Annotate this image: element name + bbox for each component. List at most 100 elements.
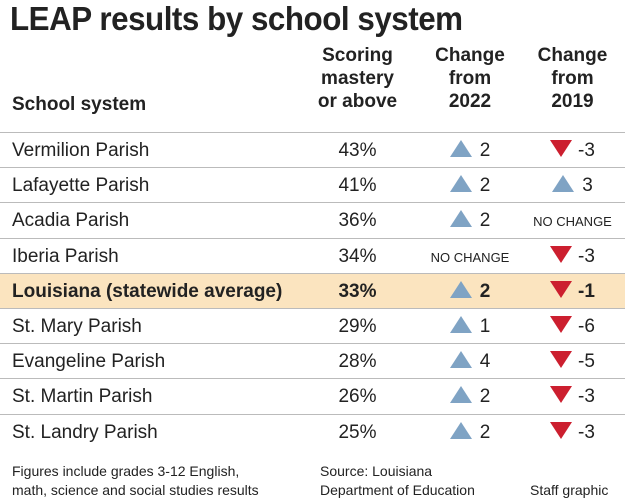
mastery-cell: 28% [310,351,405,373]
footnote-line: math, science and social studies results [12,482,259,498]
school-system-cell: Vermilion Parish [12,140,149,162]
cell-value: 33% [338,280,377,302]
header-line: Change [537,45,608,66]
triangle-up-icon [449,140,472,157]
triangle-up-icon [552,175,575,193]
mastery-cell: 34% [310,246,405,268]
change-2022-cell: 2 [420,280,520,303]
cell-value: 43% [338,140,377,161]
cell-value: 36% [338,210,377,232]
cell-value: -3 [578,386,595,408]
header-line: mastery [321,68,394,89]
cell-value: St. Martin Parish [12,386,153,408]
table-row: Evangeline Parish 28% 4 -5 [0,343,625,379]
triangle-down-icon [550,245,573,263]
school-system-cell: St. Landry Parish [12,422,158,444]
cell-value: 3 [582,175,593,197]
change-2022-cell: 2 [420,210,520,232]
change-2019-cell: -3 [525,140,620,162]
cell-value: Lafayette Parish [12,175,150,197]
change-2022-cell: 2 [420,386,520,408]
cell-value: Louisiana (statewide average) [12,280,283,302]
chart-title: LEAP results by school system [10,0,463,37]
cell-value: 41% [338,175,377,197]
change-2019-cell: 3 [525,175,620,197]
change-2019-cell: -3 [525,421,620,444]
cell-value: -3 [578,421,595,443]
mastery-cell: 43% [310,140,405,162]
triangle-down-icon [550,316,573,333]
school-system-cell: Louisiana (statewide average) [12,281,282,303]
cell-value: -3 [578,140,595,161]
school-system-cell: Lafayette Parish [12,175,149,197]
school-system-cell: St. Martin Parish [12,386,152,408]
cell-value: 2 [479,421,491,443]
cell-value: 2 [479,386,491,408]
cell-value: 2 [479,280,491,302]
cell-value: Acadia Parish [12,210,130,232]
triangle-up-icon [449,175,472,193]
triangle-up-icon [449,386,472,404]
triangle-up-icon [449,421,472,439]
mastery-cell: 29% [310,316,405,338]
school-system-cell: Evangeline Parish [12,351,165,373]
table-row: St. Martin Parish 26% 2 -3 [0,378,625,414]
cell-value: St. Mary Parish [12,316,142,337]
change-2019-cell: -3 [525,245,620,268]
cell-value: -5 [578,351,595,373]
change-2022-cell: 4 [420,351,520,373]
cell-value: -6 [578,316,595,337]
table-row-highlighted: Louisiana (statewide average) 33% 2 -1 [0,272,625,309]
credit: Staff graphic [530,482,609,498]
change-2022-cell: NO CHANGE [420,250,520,265]
cell-value: St. Landry Parish [12,421,158,443]
cell-value: Evangeline Parish [12,351,166,373]
table-row: Lafayette Parish 41% 2 3 [0,167,625,203]
table-row: St. Mary Parish 29% 1 -6 [0,308,625,344]
header-line: 2022 [448,91,492,112]
header-line: from [551,68,594,89]
change-2022-cell: 2 [420,140,520,162]
cell-value: 2 [479,210,491,232]
triangle-down-icon [550,140,573,157]
triangle-down-icon [550,421,573,439]
school-system-cell: Acadia Parish [12,210,129,232]
table-row: Vermilion Parish 43% 2 -3 [0,132,625,168]
table-row: St. Landry Parish 25% 2 -3 [0,413,625,450]
cell-value: 2 [479,140,491,161]
mastery-cell: 41% [310,175,405,197]
triangle-down-icon [550,386,573,404]
header-line: Change [435,45,505,66]
cell-value: -3 [578,245,595,267]
change-2019-cell: -3 [525,386,620,408]
change-2019-cell: -1 [525,280,620,303]
cell-value: -1 [578,280,595,302]
cell-value: 28% [338,351,377,373]
school-system-cell: St. Mary Parish [12,316,142,338]
triangle-up-icon [449,210,472,228]
cell-value: 4 [479,351,491,373]
mastery-cell: 26% [310,386,405,408]
header-line: or above [317,91,398,112]
source-line: Department of Education [320,482,475,498]
change-2019-cell: -5 [525,351,620,373]
change-2019-cell: -6 [525,316,620,338]
change-2019-cell: NO CHANGE [525,214,620,229]
cell-value: 1 [479,316,491,337]
triangle-up-icon [449,351,472,369]
table-row: Iberia Parish 34% NO CHANGE -3 [0,237,625,274]
header-line: from [448,68,492,89]
header-line: 2019 [551,91,594,112]
mastery-cell: 36% [310,210,405,232]
cell-value: Iberia Parish [12,245,119,267]
change-2022-cell: 2 [420,175,520,197]
triangle-down-icon [550,280,573,298]
cell-value: 34% [338,245,377,267]
change-2022-cell: 1 [420,316,520,338]
triangle-up-icon [449,280,472,298]
cell-value: NO CHANGE [430,249,510,265]
footnote: Figures include grades 3-12 English, mat… [12,462,259,500]
header-change-2019: Change from 2019 [525,44,620,113]
cell-value: 29% [338,316,377,337]
